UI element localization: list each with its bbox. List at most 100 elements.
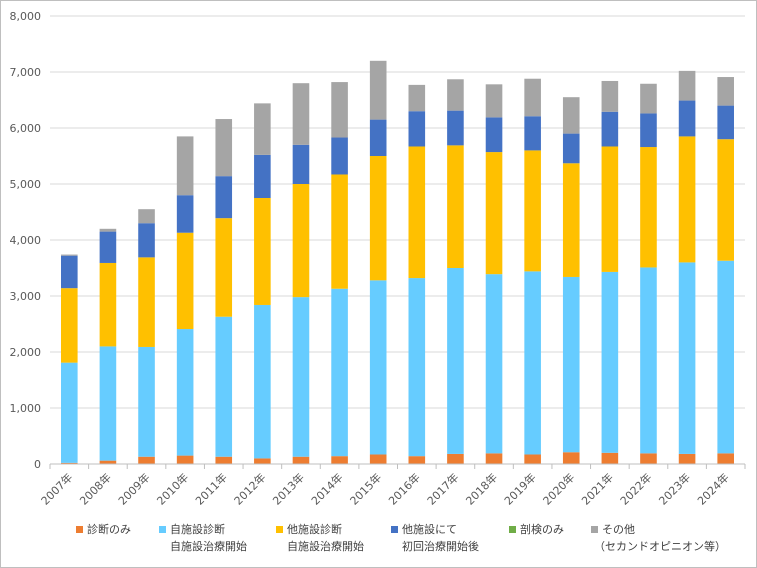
bar-segment-1 <box>99 346 117 461</box>
bar-segment-1 <box>447 268 464 454</box>
bar-segment-1 <box>640 267 657 454</box>
bar-segment-1 <box>176 329 194 456</box>
bar-segment-2 <box>447 145 464 268</box>
legend-label: 剖検のみ <box>520 522 564 536</box>
legend-label: 診断のみ <box>87 522 131 536</box>
x-tick-label: 2007年 <box>38 470 75 507</box>
bar-segment-0 <box>99 460 117 464</box>
bar-segment-1 <box>562 276 580 453</box>
y-tick-label: 3,000 <box>10 290 42 303</box>
bar-segment-3 <box>99 231 117 263</box>
legend-swatch <box>591 526 598 533</box>
bar-segment-1 <box>369 280 387 455</box>
bar-segment-3 <box>524 116 541 151</box>
bar-segment-5 <box>138 209 155 224</box>
bar-segment-1 <box>524 271 541 455</box>
y-tick-label: 7,000 <box>10 66 42 79</box>
bar-segment-2 <box>369 156 387 281</box>
bar-segment-2 <box>331 174 348 289</box>
legend-label: 初回治療開始後 <box>402 539 479 553</box>
x-tick-label: 2010年 <box>154 470 191 507</box>
legend-swatch <box>76 526 83 533</box>
bar-segment-5 <box>524 78 541 117</box>
legend-item-0: 診断のみ <box>76 522 131 536</box>
bar-segment-1 <box>717 260 734 454</box>
bar-segment-2 <box>138 257 155 347</box>
bar-segment-3 <box>678 100 696 137</box>
bar-segment-3 <box>215 176 233 219</box>
bar-segment-0 <box>408 456 426 464</box>
x-tick-label: 2013年 <box>270 470 307 507</box>
legend-label: 自施設治療開始 <box>287 539 364 553</box>
bar-segment-1 <box>331 288 348 457</box>
bar-segment-5 <box>562 97 580 134</box>
y-tick-label: 0 <box>34 458 41 471</box>
bar-segment-0 <box>215 456 233 464</box>
x-tick-label: 2022年 <box>617 470 654 507</box>
legend-label: 自施設治療開始 <box>170 539 247 553</box>
bar-segment-2 <box>562 163 580 277</box>
bar-segment-0 <box>292 456 310 464</box>
bar-segment-3 <box>61 255 78 289</box>
bar-segment-1 <box>601 271 619 453</box>
x-tick-label: 2020年 <box>540 470 577 507</box>
bar-segment-0 <box>524 454 541 464</box>
bar-segment-3 <box>601 111 619 147</box>
bar-segment-2 <box>640 147 657 268</box>
bar-segment-5 <box>215 119 233 177</box>
legend-swatch <box>276 526 283 533</box>
gridlines <box>50 15 745 409</box>
bar-segment-5 <box>485 84 503 118</box>
x-tick-label: 2019年 <box>501 470 538 507</box>
x-tick-label: 2018年 <box>463 470 500 507</box>
bar-segment-0 <box>61 462 78 464</box>
bar-segment-0 <box>331 456 348 464</box>
bar-segment-5 <box>640 83 657 114</box>
bar-segment-2 <box>717 139 734 261</box>
x-tick-label: 2021年 <box>579 470 616 507</box>
bar-segment-3 <box>562 133 580 164</box>
legend-swatch <box>391 526 398 533</box>
bar-segment-1 <box>678 262 696 454</box>
bar-segment-5 <box>292 83 310 145</box>
bar-segment-0 <box>254 458 271 464</box>
bar-segment-2 <box>61 288 78 363</box>
bar-segment-1 <box>215 316 233 457</box>
bar-segment-5 <box>678 70 696 101</box>
legend-label: 他施設にて <box>402 522 457 536</box>
y-tick-label: 5,000 <box>10 178 42 191</box>
legend-label: 他施設診断 <box>287 522 342 536</box>
axes <box>49 463 746 469</box>
bar-segment-3 <box>717 105 734 140</box>
bar-segment-5 <box>61 254 78 256</box>
bar-segment-0 <box>369 454 387 464</box>
legend-item-4: 剖検のみ <box>509 522 564 536</box>
bar-segment-2 <box>524 150 541 272</box>
bar-segment-2 <box>408 146 426 279</box>
x-tick-label: 2015年 <box>347 470 384 507</box>
y-tick-label: 8,000 <box>10 10 42 23</box>
bar-segment-1 <box>292 297 310 457</box>
bar-segment-3 <box>369 119 387 156</box>
bar-segment-1 <box>485 274 503 454</box>
bar-segment-0 <box>447 453 464 464</box>
x-tick-label: 2017年 <box>424 470 461 507</box>
bars <box>61 60 734 464</box>
bar-segment-5 <box>369 60 387 120</box>
bar-segment-1 <box>408 278 426 457</box>
bar-segment-2 <box>601 146 619 272</box>
bar-segment-0 <box>176 455 194 464</box>
bar-segment-3 <box>292 144 310 184</box>
bar-segment-5 <box>447 79 464 111</box>
x-tick-label: 2008年 <box>77 470 114 507</box>
x-tick-label: 2014年 <box>308 470 345 507</box>
bar-segment-0 <box>138 456 155 464</box>
bar-segment-2 <box>254 198 271 305</box>
legend-swatch <box>509 526 516 533</box>
bar-segment-0 <box>717 453 734 464</box>
legend-item-5: その他 （セカンドオピニオン等） <box>591 523 726 553</box>
x-tick-label: 2024年 <box>694 470 731 507</box>
bar-segment-0 <box>678 453 696 464</box>
